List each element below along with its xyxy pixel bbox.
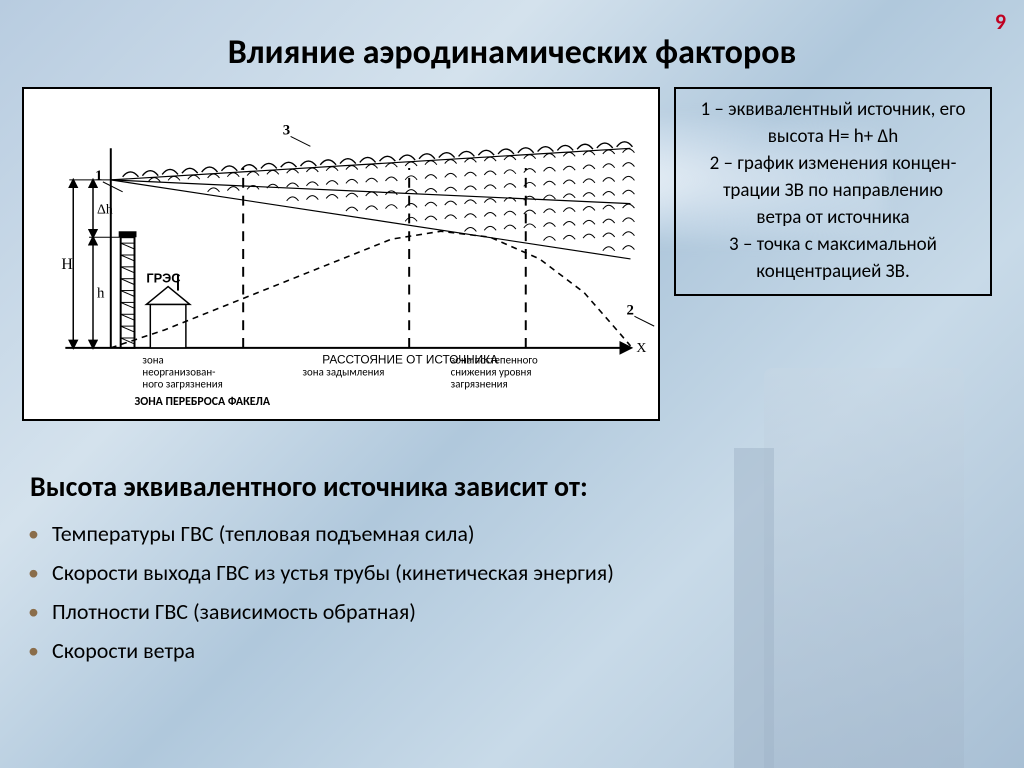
svg-text:ГРЭС: ГРЭС <box>146 271 180 286</box>
legend-line: 3 – точка с максимальной <box>682 232 984 259</box>
list-item: Скорости ветра <box>52 631 994 670</box>
legend-line: высота H= h+ Δh <box>682 124 984 151</box>
svg-text:загрязнения: загрязнения <box>451 377 508 390</box>
plume-diagram: XHhΔhГРЭС123РАССТОЯНИЕ ОТ ИСТОЧНИКАзонан… <box>24 89 658 419</box>
legend-line: трации ЗВ по направлению <box>682 178 984 205</box>
bullet-list: Температуры ГВС (тепловая подъемная сила… <box>0 514 1024 670</box>
svg-text:H: H <box>61 256 72 273</box>
subheading: Высота эквивалентного источника зависит … <box>0 421 1024 514</box>
svg-text:3: 3 <box>283 122 290 138</box>
legend-line: 1 – эквивалентный источник, его <box>682 97 984 124</box>
list-item: Температуры ГВС (тепловая подъемная сила… <box>52 514 994 553</box>
svg-text:1: 1 <box>95 168 102 184</box>
svg-text:2: 2 <box>627 302 634 318</box>
svg-text:X: X <box>636 340 646 355</box>
list-item: Плотности ГВС (зависимость обратная) <box>52 592 994 631</box>
list-item: Скорости выхода ГВС из устья трубы (кине… <box>52 553 994 592</box>
svg-text:ного загрязнения: ного загрязнения <box>142 377 222 390</box>
svg-text:Δh: Δh <box>97 201 113 216</box>
legend-line: концентрацией ЗВ. <box>682 259 984 286</box>
svg-text:зона задымления: зона задымления <box>302 366 384 379</box>
legend-line: 2 – график изменения концен- <box>682 151 984 178</box>
svg-text:ЗОНА ПЕРЕБРОСА ФАКЕЛА: ЗОНА ПЕРЕБРОСА ФАКЕЛА <box>135 395 271 409</box>
legend-box: 1 – эквивалентный источник, его высота H… <box>674 87 992 296</box>
diagram-container: XHhΔhГРЭС123РАССТОЯНИЕ ОТ ИСТОЧНИКАзонан… <box>22 87 660 421</box>
svg-text:h: h <box>97 285 105 301</box>
legend-line: ветра от источника <box>682 205 984 232</box>
page-title: Влияние аэродинамических факторов <box>0 0 1024 87</box>
